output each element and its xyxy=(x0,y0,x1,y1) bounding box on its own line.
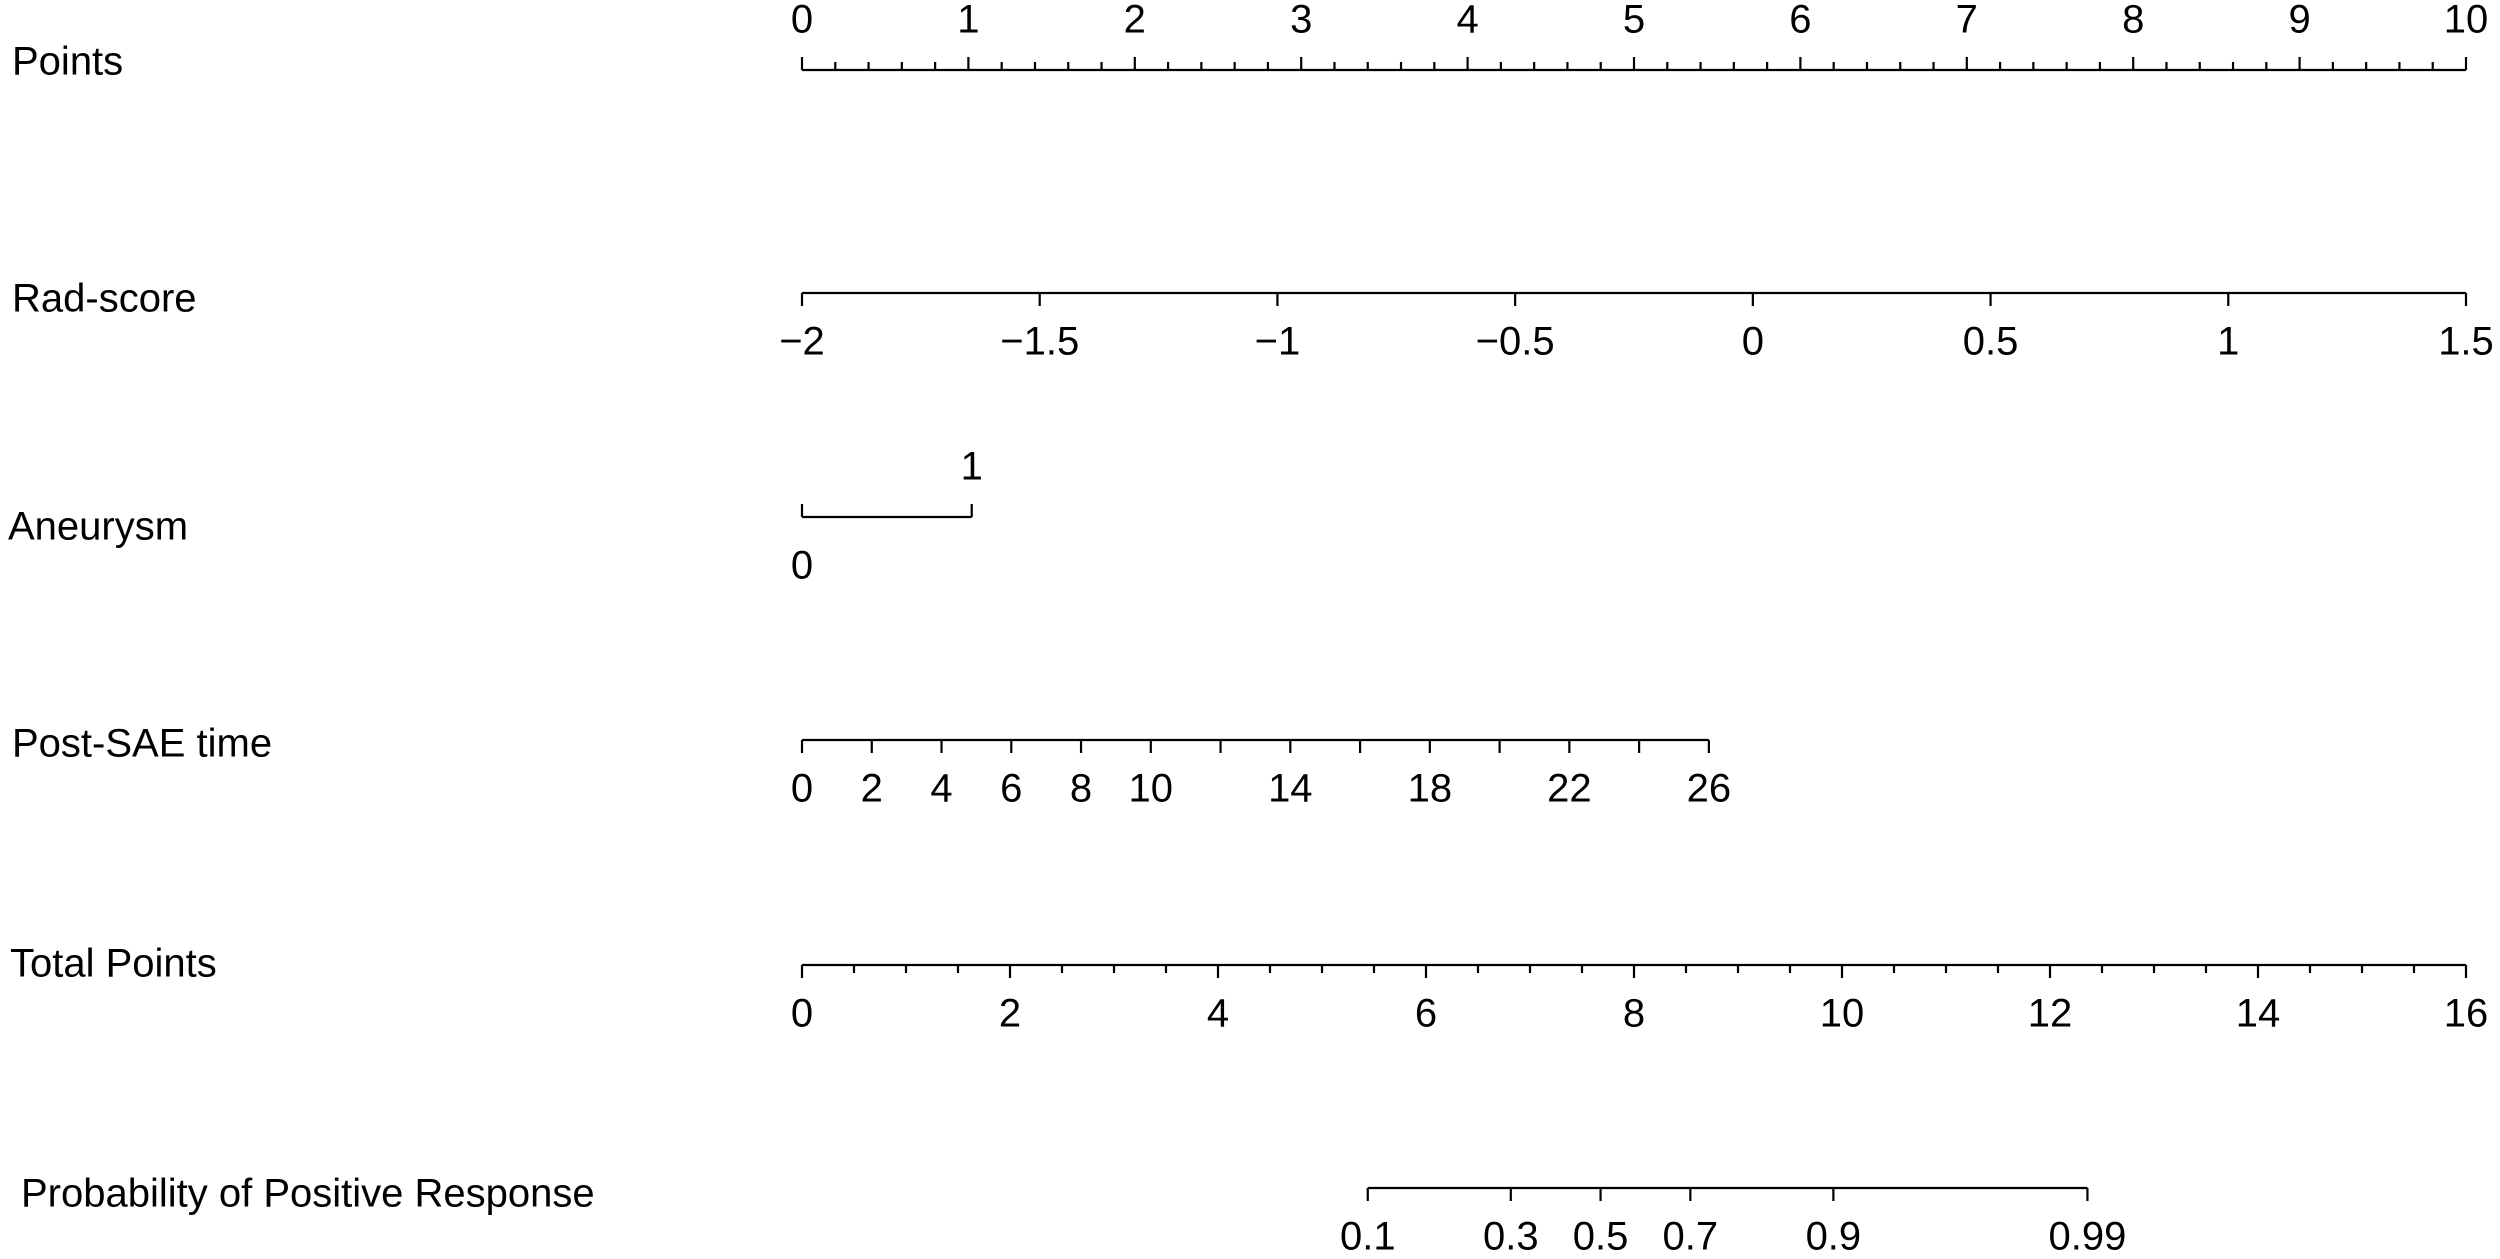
tick-label: 6 xyxy=(1000,767,1022,811)
tick-label: 0.5 xyxy=(1963,320,2019,364)
tick-label: 26 xyxy=(1687,767,1732,811)
tick-label: 4 xyxy=(930,767,952,811)
tick-label: 10 xyxy=(1820,992,1865,1036)
tick-label: −2 xyxy=(779,320,825,364)
tick-label: 10 xyxy=(1129,767,1174,811)
tick-label: −1.5 xyxy=(1000,320,1079,364)
tick-label: 0.9 xyxy=(1806,1215,1862,1259)
tick-label: −1 xyxy=(1255,320,1301,364)
tick-label: 8 xyxy=(1623,992,1645,1036)
tick-label: 1.5 xyxy=(2438,320,2494,364)
tick-label: 2 xyxy=(861,767,883,811)
tick-label: 16 xyxy=(2444,992,2489,1036)
tick-label: 0 xyxy=(791,544,813,588)
tick-label: 0.3 xyxy=(1483,1215,1539,1259)
tick-label: 1 xyxy=(957,0,979,42)
tick-label: 0.99 xyxy=(2049,1215,2127,1259)
tick-label: 5 xyxy=(1623,0,1645,42)
tick-label: 2 xyxy=(999,992,1021,1036)
tick-label: 12 xyxy=(2028,992,2073,1036)
tick-label: 2 xyxy=(1124,0,1146,42)
axis-label: Aneurysm xyxy=(8,505,188,549)
tick-label: 0 xyxy=(791,992,813,1036)
axis-label: Post-SAE time xyxy=(12,722,272,766)
axis-label: Rad-score xyxy=(12,277,197,321)
tick-label: 1 xyxy=(961,445,983,489)
tick-label: 14 xyxy=(1268,767,1313,811)
tick-label: 6 xyxy=(1415,992,1437,1036)
tick-label: 4 xyxy=(1207,992,1229,1036)
tick-label: 0.1 xyxy=(1340,1215,1396,1259)
tick-label: 3 xyxy=(1290,0,1312,42)
tick-label: 0 xyxy=(791,0,813,42)
tick-label: 6 xyxy=(1789,0,1811,42)
tick-label: 0.7 xyxy=(1663,1215,1719,1259)
axis-label: Probability of Positive Response xyxy=(21,1172,595,1216)
tick-label: −0.5 xyxy=(1476,320,1555,364)
tick-label: 0 xyxy=(1742,320,1764,364)
tick-label: 22 xyxy=(1547,767,1592,811)
tick-label: 1 xyxy=(2217,320,2239,364)
tick-label: 18 xyxy=(1408,767,1453,811)
tick-label: 8 xyxy=(2122,0,2144,42)
tick-label: 7 xyxy=(1956,0,1978,42)
tick-label: 0 xyxy=(791,767,813,811)
tick-label: 14 xyxy=(2236,992,2281,1036)
tick-label: 10 xyxy=(2444,0,2489,42)
tick-label: 0.5 xyxy=(1573,1215,1629,1259)
axis-label: Total Points xyxy=(10,942,217,986)
tick-label: 4 xyxy=(1456,0,1478,42)
tick-label: 8 xyxy=(1070,767,1092,811)
axis-label: Points xyxy=(12,40,123,84)
tick-label: 9 xyxy=(2288,0,2310,42)
